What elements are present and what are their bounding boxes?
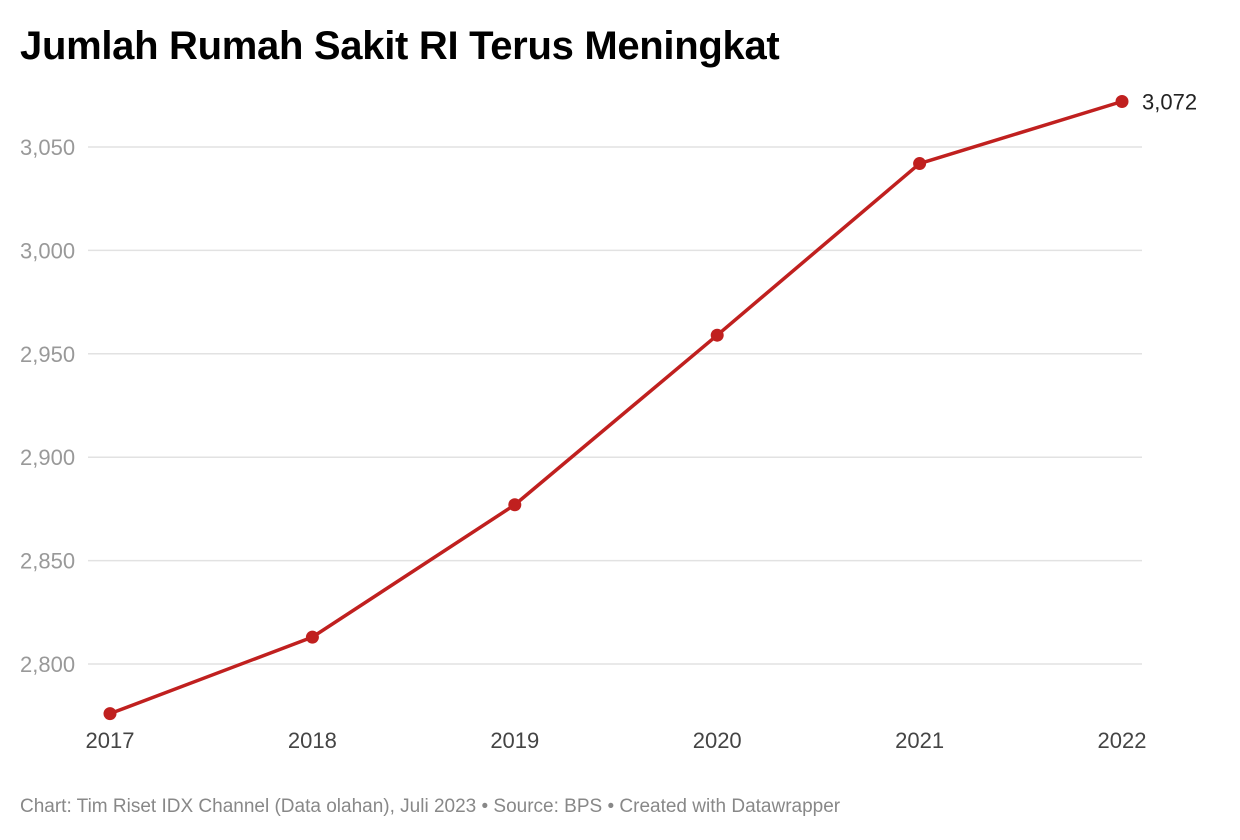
- chart-footer: Chart: Tim Riset IDX Channel (Data olaha…: [20, 796, 841, 817]
- data-point: [1115, 95, 1129, 109]
- x-tick-label: 2021: [895, 728, 944, 753]
- series-layer: [103, 95, 1129, 721]
- y-tick-label: 2,900: [20, 445, 75, 470]
- end-value-label: 3,072: [1142, 90, 1197, 115]
- data-point: [305, 630, 319, 644]
- x-axis-labels: 2017 2018 2019 2020 2021 2022: [86, 728, 1147, 753]
- gridlines: [88, 146, 1142, 665]
- data-point: [508, 498, 522, 512]
- x-tick-label: 2022: [1098, 728, 1147, 753]
- y-tick-label: 2,800: [20, 652, 75, 677]
- x-tick-label: 2018: [288, 728, 337, 753]
- y-axis-labels: 2,800 2,850 2,900 2,950 3,000 3,050: [20, 135, 75, 677]
- y-tick-label: 3,000: [20, 238, 75, 263]
- data-point: [913, 157, 927, 171]
- data-point: [710, 328, 724, 342]
- chart-title: Jumlah Rumah Sakit RI Terus Meningkat: [20, 24, 780, 68]
- y-tick-label: 2,950: [20, 342, 75, 367]
- y-tick-label: 3,050: [20, 135, 75, 160]
- series-line: [108, 99, 1124, 716]
- x-tick-label: 2017: [86, 728, 135, 753]
- data-labels: 3,072: [1142, 90, 1197, 115]
- y-tick-label: 2,850: [20, 549, 75, 574]
- x-tick-label: 2019: [490, 728, 539, 753]
- data-point: [103, 707, 117, 721]
- x-tick-label: 2020: [693, 728, 742, 753]
